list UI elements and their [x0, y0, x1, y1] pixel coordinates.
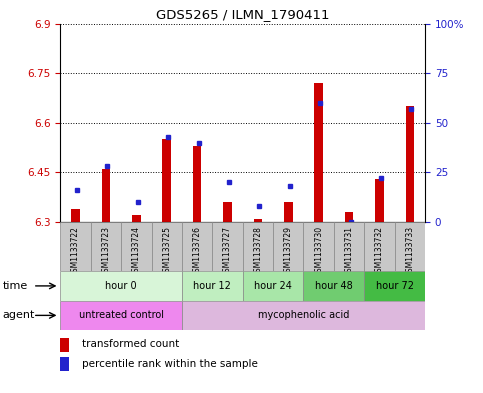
- Text: untreated control: untreated control: [79, 310, 164, 320]
- Bar: [60, 222, 91, 271]
- Bar: [395, 222, 425, 271]
- Bar: [364, 271, 425, 301]
- Text: GSM1133731: GSM1133731: [344, 226, 354, 277]
- Text: GSM1133726: GSM1133726: [193, 226, 201, 277]
- Bar: [152, 222, 182, 271]
- Bar: [375, 179, 384, 222]
- Text: GSM1133723: GSM1133723: [101, 226, 111, 277]
- Bar: [121, 222, 152, 271]
- Bar: [406, 106, 414, 222]
- Text: agent: agent: [2, 310, 35, 320]
- Bar: [243, 271, 303, 301]
- Bar: [193, 146, 201, 222]
- Text: hour 72: hour 72: [376, 281, 413, 291]
- Text: GSM1133730: GSM1133730: [314, 226, 323, 277]
- Bar: [60, 301, 182, 330]
- Text: mycophenolic acid: mycophenolic acid: [258, 310, 349, 320]
- Text: transformed count: transformed count: [82, 339, 180, 349]
- Bar: [71, 209, 80, 222]
- Text: percentile rank within the sample: percentile rank within the sample: [82, 359, 258, 369]
- Bar: [314, 83, 323, 222]
- Bar: [182, 301, 425, 330]
- Bar: [60, 271, 182, 301]
- Text: hour 24: hour 24: [254, 281, 292, 291]
- Bar: [162, 140, 171, 222]
- Bar: [284, 202, 293, 222]
- Title: GDS5265 / ILMN_1790411: GDS5265 / ILMN_1790411: [156, 8, 329, 21]
- Bar: [223, 202, 232, 222]
- Bar: [303, 222, 334, 271]
- Bar: [132, 215, 141, 222]
- Bar: [243, 222, 273, 271]
- Text: GSM1133732: GSM1133732: [375, 226, 384, 277]
- Text: hour 0: hour 0: [105, 281, 137, 291]
- Bar: [60, 357, 69, 371]
- Text: GSM1133733: GSM1133733: [405, 226, 414, 277]
- Text: time: time: [2, 281, 28, 291]
- Bar: [334, 222, 364, 271]
- Text: GSM1133729: GSM1133729: [284, 226, 293, 277]
- Bar: [303, 271, 364, 301]
- Bar: [254, 219, 262, 222]
- Text: GSM1133722: GSM1133722: [71, 226, 80, 277]
- Bar: [60, 338, 69, 351]
- Bar: [182, 271, 243, 301]
- Bar: [364, 222, 395, 271]
- Bar: [182, 222, 213, 271]
- Bar: [102, 169, 110, 222]
- Text: GSM1133724: GSM1133724: [132, 226, 141, 277]
- Text: hour 48: hour 48: [315, 281, 353, 291]
- Bar: [273, 222, 303, 271]
- Text: GSM1133728: GSM1133728: [254, 226, 262, 277]
- Bar: [213, 222, 243, 271]
- Text: hour 12: hour 12: [193, 281, 231, 291]
- Bar: [91, 222, 121, 271]
- Text: GSM1133725: GSM1133725: [162, 226, 171, 277]
- Bar: [345, 212, 354, 222]
- Text: GSM1133727: GSM1133727: [223, 226, 232, 277]
